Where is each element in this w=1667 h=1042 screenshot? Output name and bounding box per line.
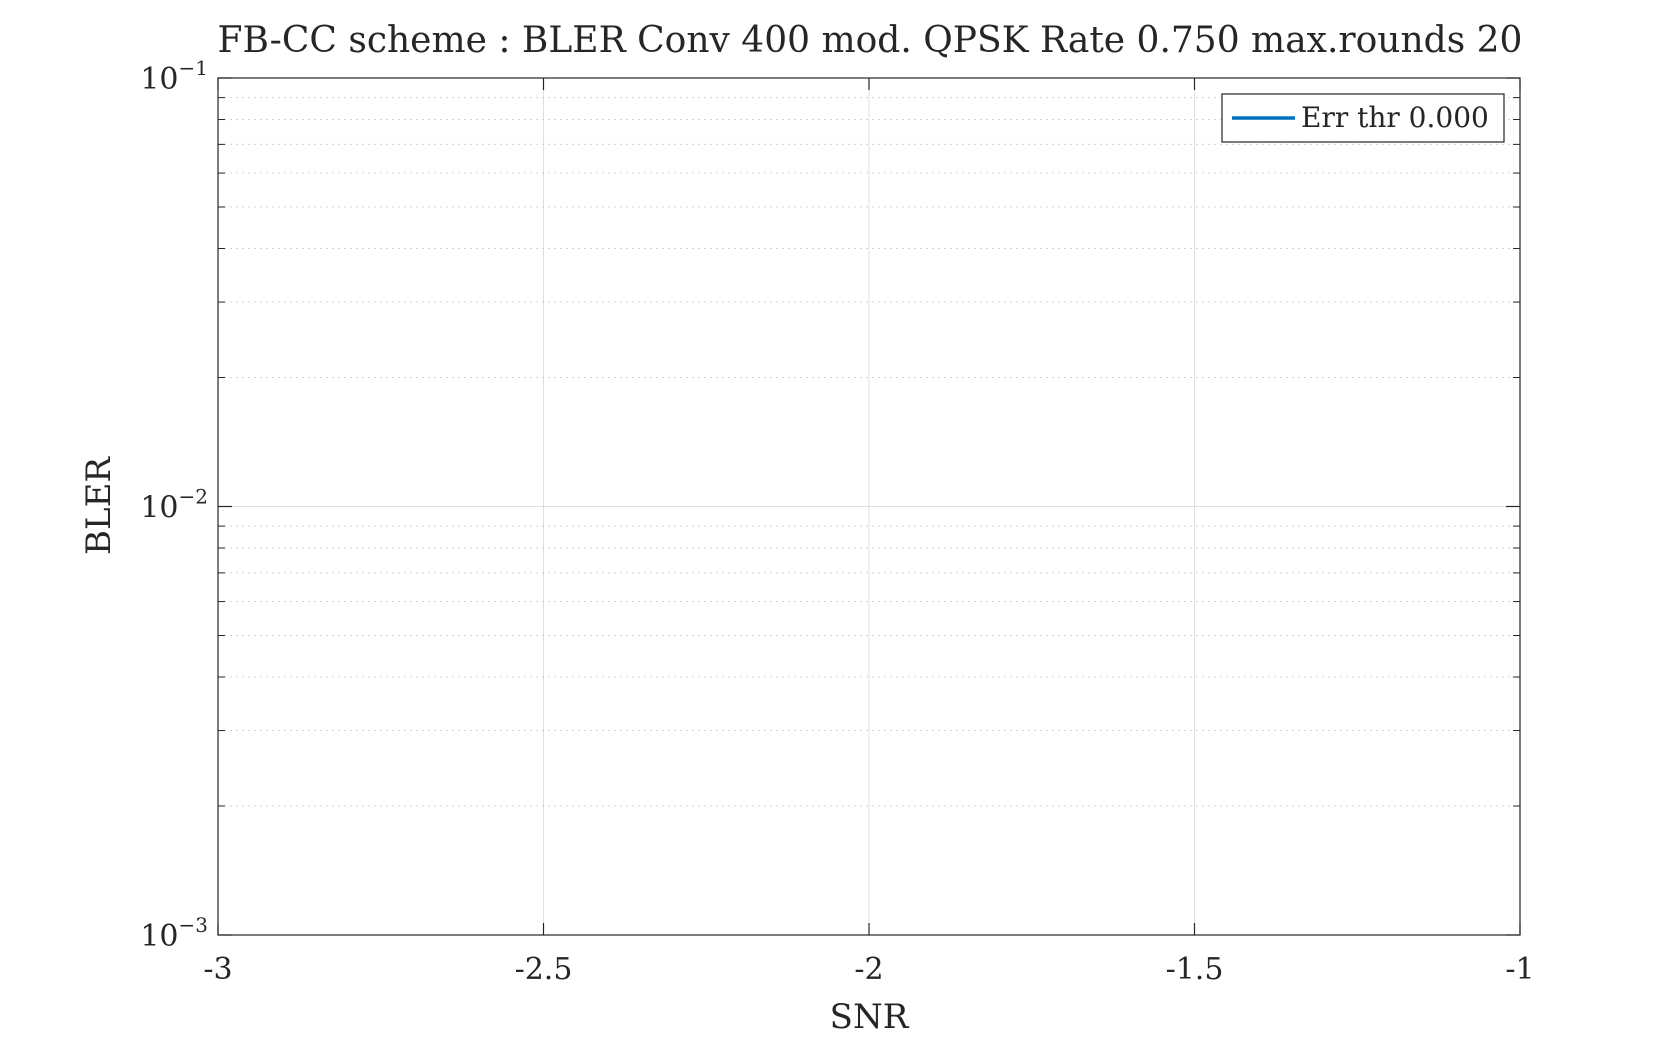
x-tick-label: -1.5 bbox=[1166, 952, 1224, 987]
legend-label: Err thr 0.000 bbox=[1301, 101, 1489, 134]
x-axis-label: SNR bbox=[830, 997, 910, 1037]
y-tick-label: 10−1 bbox=[140, 56, 208, 97]
x-tick-label: -3 bbox=[203, 952, 232, 987]
x-tick-label: -2.5 bbox=[515, 952, 573, 987]
x-tick-label: -1 bbox=[1505, 952, 1534, 987]
y-tick-label: 10−2 bbox=[140, 485, 208, 526]
y-tick-label: 10−3 bbox=[140, 913, 208, 954]
legend: Err thr 0.000 bbox=[1221, 93, 1505, 143]
y-axis-label: BLER bbox=[79, 456, 119, 555]
axis-ticks: -3 -2.5 -2 -1.5 -1 10−3 10−2 10−1 bbox=[140, 56, 1534, 987]
chart-title: FB-CC scheme : BLER Conv 400 mod. QPSK R… bbox=[218, 20, 1523, 61]
x-tick-label: -2 bbox=[854, 952, 883, 987]
